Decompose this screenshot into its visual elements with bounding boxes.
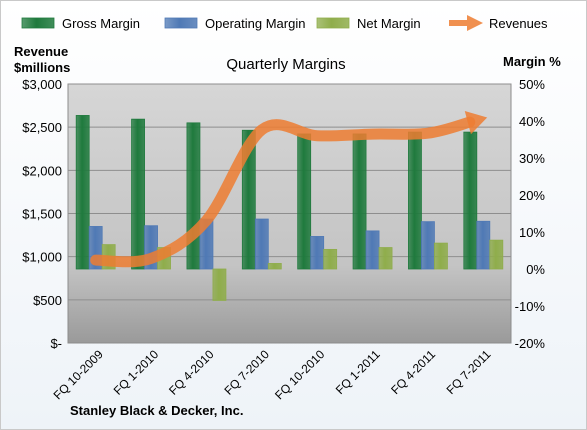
bar-gross-margin xyxy=(463,131,478,270)
left-tick-label: $- xyxy=(50,336,62,351)
left-axis-title-units: $millions xyxy=(14,60,70,75)
bar-gross-margin xyxy=(297,133,312,270)
right-tick-label: 20% xyxy=(519,188,545,203)
bar-gross-margin xyxy=(186,122,201,270)
category-label: FQ 1-2010 xyxy=(111,347,162,398)
left-tick-label: $1,500 xyxy=(22,207,62,222)
left-tick-label: $2,500 xyxy=(22,120,62,135)
legend-swatch xyxy=(316,17,350,29)
category-label: FQ 7-2011 xyxy=(444,347,494,397)
left-tick-label: $3,000 xyxy=(22,77,62,92)
right-tick-label: -20% xyxy=(515,336,546,351)
category-label: FQ 10-2009 xyxy=(51,347,106,402)
legend-item xyxy=(164,17,198,29)
right-tick-label: 50% xyxy=(519,77,545,92)
category-label: FQ 10-2010 xyxy=(272,347,327,402)
revenues-arrowhead xyxy=(464,111,488,135)
category-label: FQ 7-2010 xyxy=(221,347,272,398)
right-tick-label: 10% xyxy=(519,225,545,240)
company-name: Stanley Black & Decker, Inc. xyxy=(70,403,243,418)
bar-gross-margin xyxy=(131,118,145,270)
chart-title: Quarterly Margins xyxy=(226,56,345,73)
legend-item xyxy=(449,15,483,31)
bar-gross-margin xyxy=(241,129,256,270)
bar-operating-margin xyxy=(365,230,380,270)
legend-item xyxy=(21,17,55,29)
left-axis-title: Revenue xyxy=(14,44,68,59)
bar-net-margin xyxy=(212,268,227,301)
bar-gross-margin xyxy=(408,131,422,270)
bar-operating-margin xyxy=(476,220,491,270)
bar-gross-margin xyxy=(352,133,367,270)
bar-net-margin xyxy=(378,247,393,270)
bar-operating-margin xyxy=(310,236,325,270)
bar-net-margin xyxy=(323,248,338,270)
bar-net-margin xyxy=(489,239,504,270)
right-tick-label: -10% xyxy=(515,299,546,314)
legend-swatch xyxy=(21,17,55,29)
bar-operating-margin xyxy=(254,218,269,270)
legend-label: Gross Margin xyxy=(62,16,140,31)
legend-swatch-arrow xyxy=(467,15,483,31)
left-tick-label: $1,000 xyxy=(22,250,62,265)
right-tick-label: 0% xyxy=(526,262,545,277)
legend-label: Revenues xyxy=(489,16,548,31)
left-tick-label: $2,000 xyxy=(22,163,62,178)
legend-swatch xyxy=(164,17,198,29)
legend-label: Operating Margin xyxy=(205,16,305,31)
bar-net-margin xyxy=(434,242,448,270)
category-label: FQ 4-2010 xyxy=(166,347,217,398)
bar-operating-margin xyxy=(421,221,435,270)
category-label: FQ 4-2011 xyxy=(388,347,438,397)
legend-item xyxy=(316,17,350,29)
right-tick-label: 40% xyxy=(519,114,545,129)
revenues-line xyxy=(90,116,476,268)
bar-net-margin xyxy=(267,263,282,270)
legend-label: Net Margin xyxy=(357,16,421,31)
bar-gross-margin xyxy=(75,115,90,270)
right-tick-label: 30% xyxy=(519,151,545,166)
left-tick-label: $500 xyxy=(33,293,62,308)
category-label: FQ 1-2011 xyxy=(333,347,383,397)
right-axis-title: Margin % xyxy=(503,54,561,69)
